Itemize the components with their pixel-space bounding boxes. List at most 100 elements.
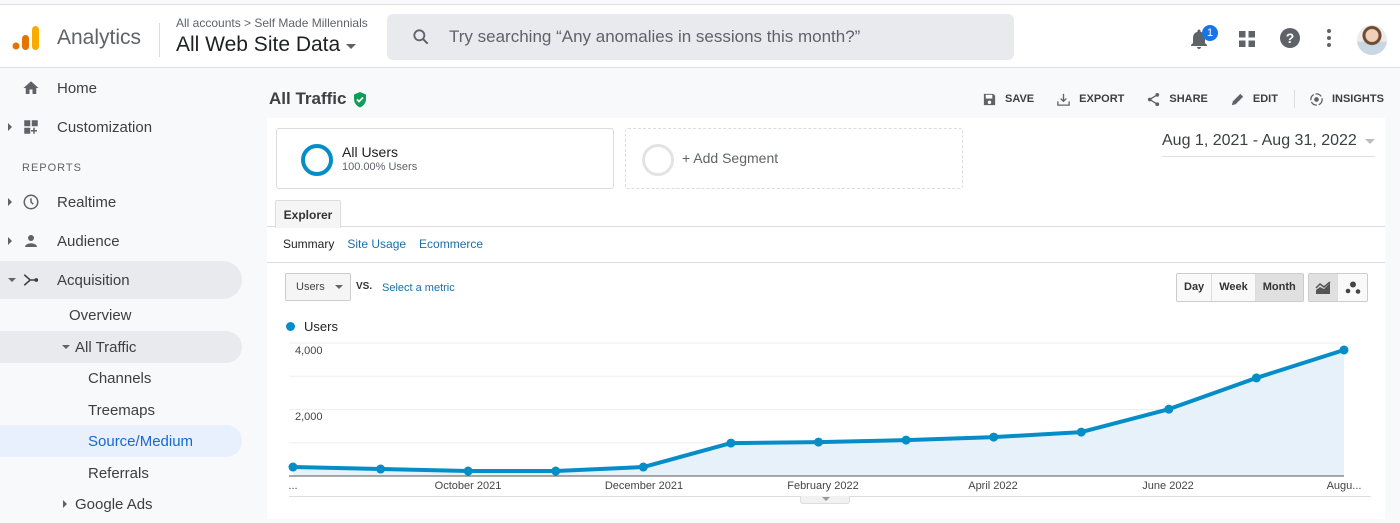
search-icon [413, 29, 429, 45]
insights-icon [1310, 92, 1323, 106]
data-point[interactable] [726, 438, 736, 448]
x-tick: Augu... [1326, 480, 1362, 492]
sidebar-item-channels[interactable]: Channels [88, 369, 152, 387]
edit-button[interactable]: EDIT [1230, 92, 1278, 107]
x-tick: June 2022 [1142, 480, 1194, 492]
x-tick: April 2022 [968, 480, 1018, 492]
period-toggle: Day Week Month [1176, 273, 1304, 302]
expand-arrow-icon [63, 500, 67, 508]
data-point[interactable] [551, 466, 561, 476]
insights-button[interactable]: INSIGHTS [1309, 92, 1384, 107]
property-name: All Web Site Data [176, 33, 341, 56]
chevron-down-icon [822, 497, 830, 501]
sidebar-item-referrals[interactable]: Referrals [88, 464, 149, 482]
collapse-chart-handle[interactable] [800, 496, 850, 504]
pencil-icon [1231, 93, 1244, 105]
expand-arrow-icon [8, 237, 12, 245]
select-metric-link[interactable]: Select a metric [382, 282, 455, 294]
chart-legend: Users [286, 319, 338, 334]
motion-chart-button[interactable] [1338, 274, 1367, 301]
data-point[interactable] [1076, 427, 1086, 437]
period-day-button[interactable]: Day [1177, 274, 1213, 301]
app-name: Analytics [57, 26, 142, 49]
metric-dropdown[interactable]: Users [285, 273, 351, 301]
sidebar-item-acquisition[interactable]: Acquisition [0, 261, 242, 299]
chevron-down-icon [334, 285, 343, 289]
report-panel: All Users 100.00% Users + Add Segment Au… [267, 118, 1385, 519]
search-input[interactable]: Try searching “Any anomalies in sessions… [387, 14, 1014, 60]
data-point[interactable] [1339, 345, 1349, 355]
analytics-logo[interactable] [12, 25, 40, 51]
bubble-chart-icon [1345, 281, 1360, 294]
sidebar-item-source-medium[interactable]: Source/Medium [0, 425, 242, 457]
sidebar-item-home[interactable]: Home [0, 69, 242, 107]
sidebar-item-overview[interactable]: Overview [69, 306, 132, 324]
download-icon [1057, 93, 1070, 106]
x-tick: October 2021 [434, 480, 502, 492]
person-icon [25, 235, 37, 247]
y-tick-2000: 2,000 [295, 411, 323, 423]
report-actions: SAVE EXPORT SHARE EDIT INSIGHTS [982, 90, 1400, 108]
page-title: All Traffic [269, 89, 368, 109]
search-placeholder: Try searching “Any anomalies in sessions… [449, 27, 861, 46]
apps-grid-icon[interactable] [1235, 27, 1259, 51]
data-point[interactable] [376, 464, 386, 474]
top-bar: Analytics All accounts > Self Made Mille… [0, 4, 1400, 68]
data-point[interactable] [901, 435, 911, 445]
data-point[interactable] [463, 466, 473, 476]
more-vert-icon[interactable] [1317, 26, 1341, 50]
y-tick-4000: 4,000 [295, 345, 323, 357]
expand-arrow-icon [8, 198, 12, 206]
legend-dot [286, 322, 295, 331]
export-button[interactable]: EXPORT [1056, 92, 1124, 107]
save-icon [983, 93, 996, 105]
segment-ring-icon [301, 144, 333, 176]
segment-all-users[interactable]: All Users 100.00% Users [276, 128, 614, 189]
users-line-chart[interactable] [267, 118, 1385, 519]
data-point[interactable] [814, 437, 823, 447]
help-icon[interactable]: ? [1278, 26, 1302, 50]
sidebar-item-google-ads[interactable]: Google Ads [0, 485, 242, 523]
subtab-site-usage[interactable]: Site Usage [347, 237, 407, 251]
line-chart-icon [1315, 280, 1331, 294]
chevron-down-icon [346, 44, 357, 49]
sidebar-item-audience[interactable]: Audience [0, 222, 242, 260]
data-point[interactable] [1251, 373, 1261, 383]
vs-label: VS. [356, 281, 373, 292]
data-point[interactable] [989, 432, 999, 442]
verified-shield-icon [354, 91, 367, 107]
tab-explorer[interactable]: Explorer [275, 200, 341, 228]
x-tick: February 2022 [787, 480, 859, 492]
subtab-summary[interactable]: Summary [283, 237, 335, 251]
period-week-button[interactable]: Week [1212, 274, 1256, 301]
account-breadcrumb[interactable]: All accounts > Self Made Millennials [176, 16, 368, 30]
line-chart-button[interactable] [1309, 274, 1338, 301]
subtabs: Summary Site Usage Ecommerce [283, 237, 483, 251]
avatar[interactable] [1357, 25, 1387, 55]
home-icon [23, 81, 39, 94]
acquisition-icon [23, 274, 39, 286]
property-selector[interactable]: All Web Site Data [176, 33, 357, 57]
subtab-ecommerce[interactable]: Ecommerce [419, 237, 484, 251]
sidebar-item-all-traffic[interactable]: All Traffic [0, 331, 242, 363]
sidebar-item-customization[interactable]: Customization [0, 108, 242, 146]
sidebar-item-treemaps[interactable]: Treemaps [88, 401, 155, 419]
save-button[interactable]: SAVE [982, 92, 1034, 107]
data-point[interactable] [1164, 404, 1174, 414]
chart-type-toggle [1308, 273, 1368, 302]
share-button[interactable]: SHARE [1146, 92, 1208, 107]
notification-badge: 1 [1202, 25, 1218, 41]
sidebar-item-realtime[interactable]: Realtime [0, 183, 242, 221]
tab-divider [267, 226, 1385, 227]
collapse-arrow-icon [62, 345, 70, 349]
data-point[interactable] [638, 462, 648, 472]
divider [267, 262, 1385, 263]
chevron-down-icon [1364, 138, 1375, 144]
date-range-picker[interactable]: Aug 1, 2021 - Aug 31, 2022 [1162, 132, 1375, 157]
dashboard-add-icon [24, 120, 38, 134]
x-tick: December 2021 [604, 480, 684, 492]
data-point[interactable] [288, 462, 298, 472]
add-segment-button[interactable]: + Add Segment [625, 128, 963, 189]
period-month-button[interactable]: Month [1255, 274, 1303, 301]
empty-ring-icon [642, 144, 674, 176]
